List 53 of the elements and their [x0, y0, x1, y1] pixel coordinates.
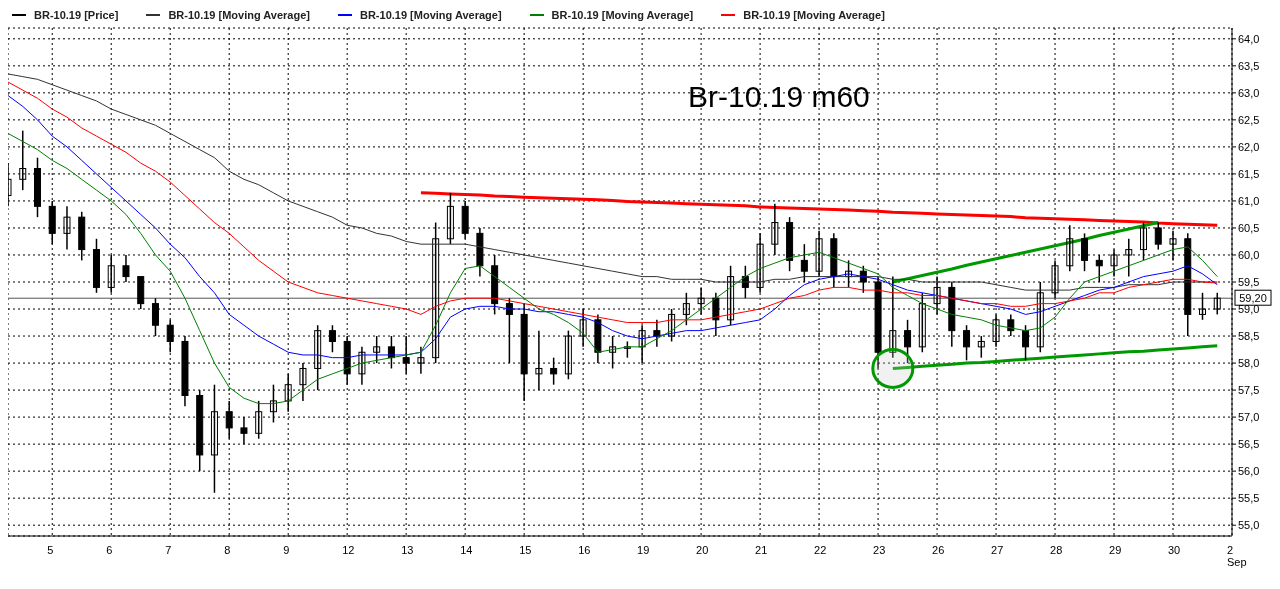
y-tick-label: 55,0: [1238, 519, 1260, 532]
x-tick-label: 6: [106, 544, 113, 556]
legend-label: BR-10.19 [Moving Average]: [168, 9, 310, 21]
line-series: [419, 191, 1219, 227]
line-series: [8, 73, 1218, 291]
legend-label: BR-10.19 [Price]: [34, 9, 119, 21]
y-tick-label: 56,5: [1238, 438, 1260, 451]
legend-label: BR-10.19 [Moving Average]: [743, 9, 885, 21]
x-tick-label: 26: [932, 544, 945, 556]
x-tick-label: 28: [1050, 544, 1063, 556]
x-tick-label: 8: [224, 544, 231, 556]
legend-label: BR-10.19 [Moving Average]: [551, 9, 694, 21]
y-tick-label: 63,0: [1238, 86, 1260, 99]
y-tick-label: 60,5: [1238, 221, 1260, 234]
y-tick-label: 59,0: [1238, 302, 1260, 315]
y-tick-label: 58,0: [1238, 356, 1260, 369]
text: Br-10.19 m60: [688, 80, 870, 114]
candlestick: [653, 319, 661, 348]
x-tick-label: 16: [578, 544, 591, 556]
x-tick-label: 7: [165, 544, 172, 556]
y-tick-label: 55,5: [1238, 492, 1260, 505]
x-tick-label: 29: [1109, 544, 1122, 556]
x-tick-label: 21: [755, 544, 768, 556]
x-tick-label: 23: [873, 544, 886, 556]
y-tick-label: 61,0: [1238, 194, 1260, 207]
x-tick-label: 20: [696, 544, 709, 556]
line-series: [891, 221, 1160, 284]
ref-line-label: 59,20: [1239, 292, 1267, 305]
y-tick-label: 62,5: [1238, 113, 1260, 126]
y-tick-label: 59,5: [1238, 275, 1260, 288]
x-tick-label: 14: [460, 544, 473, 556]
x-tick-label: 12: [342, 544, 355, 556]
x-tick-label: 19: [637, 544, 650, 556]
candlestick: [417, 346, 425, 375]
candlestick: [963, 324, 971, 362]
y-tick-label: 56,0: [1238, 465, 1260, 478]
y-tick-label: 60,0: [1238, 248, 1260, 261]
x-tick-label: 30: [1168, 544, 1181, 556]
y-tick-label: 61,5: [1238, 167, 1260, 180]
x-tick-label: 13: [401, 544, 414, 556]
y-tick-label: 63,5: [1238, 59, 1260, 72]
legend-label: BR-10.19 [Moving Average]: [359, 9, 502, 21]
x-tick-label: 15: [519, 544, 532, 556]
y-tick-label: 58,5: [1238, 329, 1260, 342]
x-tick-label: 5: [47, 544, 54, 556]
x-tick-label: 2 Sep: [1227, 544, 1247, 568]
y-tick-label: 62,0: [1238, 140, 1260, 153]
x-tick-label: 9: [283, 544, 290, 556]
y-tick-label: 57,5: [1238, 383, 1260, 396]
x-tick-label: 22: [814, 544, 827, 556]
y-tick-label: 64,0: [1238, 32, 1260, 45]
x-tick-label: 27: [991, 544, 1004, 556]
y-tick-label: 57,0: [1238, 411, 1260, 424]
